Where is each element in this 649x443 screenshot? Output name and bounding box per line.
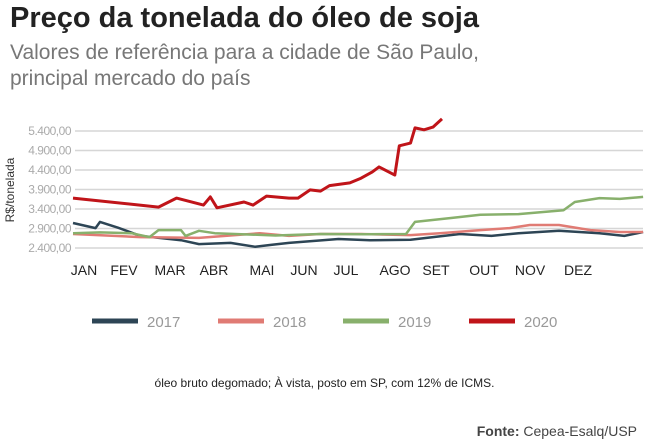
x-tick-label: ABR	[200, 262, 229, 278]
x-tick-label: MAI	[250, 262, 275, 278]
series-line-2019	[72, 195, 644, 239]
y-axis-label: R$/tonelada	[3, 157, 17, 222]
x-tick-label: JAN	[71, 262, 97, 278]
chart-note: óleo bruto degomado; À vista, posto em S…	[154, 376, 495, 390]
subtitle-line-1: Valores de referência para a cidade de S…	[10, 41, 479, 64]
legend-label-2018: 2018	[273, 314, 306, 331]
series-line-2017	[72, 220, 644, 249]
y-tick-label: 2.400,00	[28, 241, 72, 255]
x-tick-label: OUT	[469, 262, 499, 278]
x-tick-label: AGO	[379, 262, 410, 278]
x-tick-label: NOV	[515, 262, 546, 278]
source-name: Cepea-Esalq/USP	[523, 423, 637, 439]
x-tick-label: FEV	[110, 262, 138, 278]
y-tick-label: 3.400,00	[28, 202, 72, 216]
x-tick-label: JUN	[290, 262, 317, 278]
x-tick-label: DEZ	[564, 262, 592, 278]
y-tick-label: 2.900,00	[28, 222, 72, 236]
series-line-2020	[72, 117, 444, 210]
subtitle-line-2: principal mercado do país	[10, 67, 251, 90]
x-tick-label: MAR	[154, 262, 185, 278]
y-tick-label: 4.900,00	[28, 144, 72, 158]
chart-subtitle: Valores de referência para a cidade de S…	[10, 40, 640, 92]
legend-label-2020: 2020	[524, 314, 557, 331]
series-line-2018	[72, 223, 644, 240]
source-credit: Fonte: Cepea-Esalq/USP	[477, 423, 637, 439]
x-tick-label: JUL	[334, 262, 359, 278]
y-tick-label: 4.400,00	[28, 163, 72, 177]
chart-title: Preço da tonelada do óleo de soja	[10, 2, 479, 34]
legend-label-2017: 2017	[147, 314, 180, 331]
source-label: Fonte:	[476, 423, 520, 439]
legend-label-2019: 2019	[398, 314, 431, 331]
y-tick-label: 5.400,00	[28, 124, 72, 138]
x-tick-label: SET	[422, 262, 450, 278]
y-tick-label: 3.900,00	[28, 183, 72, 197]
